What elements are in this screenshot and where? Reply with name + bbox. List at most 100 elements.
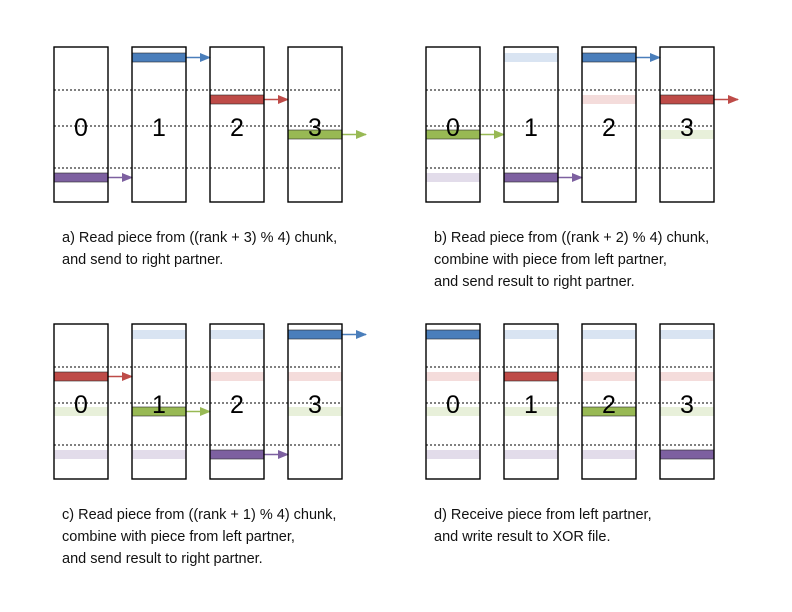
rank-0-column: 0 [425, 323, 481, 480]
active-blue-piece [287, 329, 343, 340]
rank-label: 0 [74, 114, 88, 142]
caption-line: and send to right partner. [62, 252, 224, 268]
faded-green-piece [288, 407, 342, 416]
faded-purple-piece [132, 450, 186, 459]
rank-0-column: 0 [53, 46, 134, 203]
rank-label: 0 [446, 391, 460, 419]
rank-label: 2 [230, 391, 244, 419]
active-red-piece [503, 371, 559, 382]
faded-blue-piece [504, 53, 558, 62]
active-red-piece [659, 94, 715, 105]
rank-box [131, 46, 187, 203]
rank-box [287, 46, 343, 203]
faded-red-piece [660, 372, 714, 381]
caption-line: combine with piece from left partner, [62, 529, 295, 545]
active-blue-piece [581, 52, 637, 63]
rank-box [53, 46, 109, 203]
rank-2-column: 2 [209, 323, 290, 480]
rank-label: 3 [680, 114, 694, 142]
caption-line: and write result to XOR file. [434, 529, 611, 545]
faded-green-piece [660, 130, 714, 139]
active-red-piece [209, 94, 265, 105]
faded-green-piece [426, 407, 480, 416]
rank-box [581, 323, 637, 480]
rank-box [503, 46, 559, 203]
panel-a-caption: a) Read piece from ((rank + 3) % 4) chun… [62, 227, 337, 271]
rank-label: 1 [524, 114, 538, 142]
faded-red-piece [288, 372, 342, 381]
rank-label: 3 [680, 391, 694, 419]
rank-box [131, 323, 187, 480]
panel-c-caption: c) Read piece from ((rank + 1) % 4) chun… [62, 504, 336, 570]
caption-line: d) Receive piece from left partner, [434, 507, 652, 523]
faded-red-piece [582, 372, 636, 381]
rank-2-column: 2 [209, 46, 290, 203]
active-blue-piece [131, 52, 187, 63]
faded-purple-piece [504, 450, 558, 459]
panel-c: 0 1 2 3 [53, 323, 368, 480]
faded-purple-piece [54, 450, 108, 459]
rank-box [287, 323, 343, 480]
panel-b: 0 1 2 3 [425, 46, 740, 203]
faded-purple-piece [426, 450, 480, 459]
caption-line: a) Read piece from ((rank + 3) % 4) chun… [62, 230, 338, 246]
faded-green-piece [504, 407, 558, 416]
active-purple-piece [53, 172, 109, 183]
faded-purple-piece [426, 173, 480, 182]
rank-box [53, 323, 109, 480]
rank-0-column: 0 [53, 323, 134, 480]
rank-1-column: 1 [131, 46, 212, 203]
active-blue-piece [425, 329, 481, 340]
rank-box [425, 323, 481, 480]
rank-1-column: 1 [131, 323, 212, 480]
faded-blue-piece [210, 330, 264, 339]
rank-label: 3 [308, 114, 322, 142]
rank-label: 2 [230, 114, 244, 142]
active-red-piece [53, 371, 109, 382]
rank-2-column: 2 [581, 323, 637, 480]
panel-a: 0 1 2 3 [53, 46, 368, 203]
panel-d-caption: d) Receive piece from left partner, and w… [434, 504, 652, 548]
faded-red-piece [426, 372, 480, 381]
faded-blue-piece [132, 330, 186, 339]
rank-box [659, 323, 715, 480]
caption-line: c) Read piece from ((rank + 1) % 4) chun… [62, 507, 337, 523]
rank-3-column: 3 [287, 323, 368, 480]
faded-blue-piece [582, 330, 636, 339]
caption-line: combine with piece from left partner, [434, 252, 667, 268]
rank-label: 2 [602, 114, 616, 142]
caption-line: and send result to right partner. [62, 551, 263, 567]
rank-label: 2 [602, 391, 616, 419]
faded-red-piece [210, 372, 264, 381]
rank-box [425, 46, 481, 203]
panel-d: 0 1 2 3 [425, 323, 715, 480]
rank-label: 1 [524, 391, 538, 419]
rank-label: 1 [152, 114, 166, 142]
rank-label: 0 [74, 391, 88, 419]
rank-box [209, 323, 265, 480]
faded-green-piece [660, 407, 714, 416]
active-purple-piece [209, 449, 265, 460]
rank-box [209, 46, 265, 203]
rank-1-column: 1 [503, 46, 584, 203]
rank-2-column: 2 [581, 46, 662, 203]
rank-1-column: 1 [503, 323, 559, 480]
rank-label: 1 [152, 391, 166, 419]
faded-green-piece [54, 407, 108, 416]
rank-3-column: 3 [287, 46, 368, 203]
active-purple-piece [503, 172, 559, 183]
rank-label: 0 [446, 114, 460, 142]
faded-purple-piece [582, 450, 636, 459]
rank-3-column: 3 [659, 323, 715, 480]
rank-label: 3 [308, 391, 322, 419]
panel-b-caption: b) Read piece from ((rank + 2) % 4) chun… [434, 227, 709, 293]
caption-line: and send result to right partner. [434, 274, 635, 290]
rank-3-column: 3 [659, 46, 740, 203]
rank-box [503, 323, 559, 480]
active-purple-piece [659, 449, 715, 460]
faded-blue-piece [504, 330, 558, 339]
faded-red-piece [582, 95, 636, 104]
rank-0-column: 0 [425, 46, 506, 203]
faded-blue-piece [660, 330, 714, 339]
